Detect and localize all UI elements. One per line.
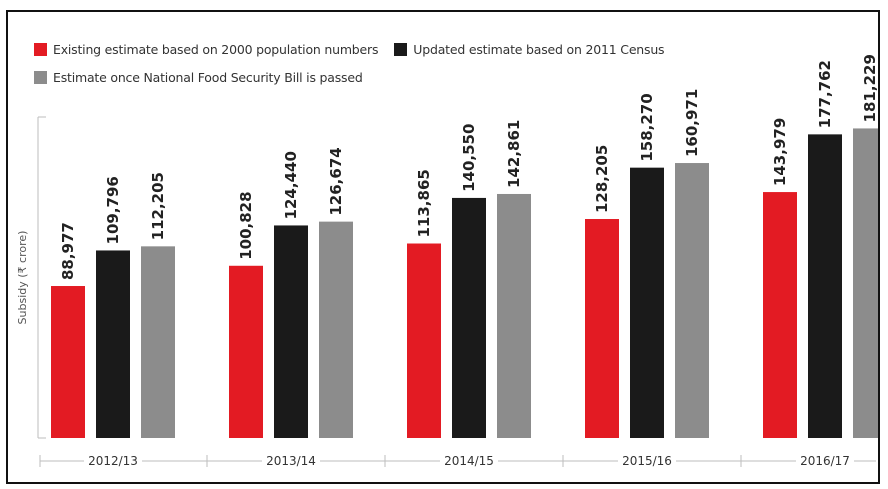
- data-label-2013-14-series-1: 100,828: [237, 191, 255, 259]
- bar-2014-15-series-3: [497, 193, 531, 438]
- data-label-2012-13-series-2: 109,796: [104, 176, 122, 244]
- bar-2016-17-series-3: [853, 128, 878, 438]
- data-label-2012-13-series-3: 112,205: [149, 172, 167, 240]
- x-tick-label-2015-16: 2015/16: [622, 454, 672, 468]
- chart-frame: Existing estimate based on 2000 populati…: [6, 10, 880, 484]
- bar-2013-14-series-3: [319, 221, 353, 438]
- bar-2015-16-series-1: [585, 219, 619, 438]
- legend-label-updated: Updated estimate based on 2011 Census: [413, 41, 665, 57]
- bar-2016-17-series-1: [763, 192, 797, 438]
- legend-swatch-updated: [394, 42, 408, 56]
- legend-swatch-existing: [34, 42, 47, 56]
- data-label-2013-14-series-3: 126,674: [327, 147, 345, 215]
- legend-label-existing: Existing estimate based on 2000 populati…: [53, 41, 379, 57]
- data-label-2015-16-series-1: 128,205: [593, 145, 611, 213]
- legend-row-2: Estimate once National Food Security Bil…: [34, 68, 680, 86]
- legend-label-nfsb: Estimate once National Food Security Bil…: [53, 69, 363, 85]
- x-tick-label-2012-13: 2012/13: [88, 454, 138, 468]
- data-label-2013-14-series-2: 124,440: [282, 151, 300, 219]
- data-label-2015-16-series-3: 160,971: [683, 89, 701, 157]
- legend: Existing estimate based on 2000 populati…: [34, 40, 680, 96]
- legend-item-updated: Updated estimate based on 2011 Census: [394, 41, 665, 57]
- x-tick-bg-2016-17: [796, 452, 854, 470]
- x-tick-label-2013-14: 2013/14: [266, 454, 316, 468]
- data-label-2016-17-series-2: 177,762: [816, 60, 834, 128]
- x-tick-label-2016-17: 2016/17: [800, 454, 850, 468]
- bar-2012-13-series-2: [96, 250, 130, 438]
- bar-2012-13-series-3: [141, 246, 175, 438]
- x-tick-bg-2012-13: [84, 452, 142, 470]
- bar-2012-13-series-1: [51, 286, 85, 438]
- data-label-2014-15-series-1: 113,865: [415, 169, 433, 237]
- x-tick-bg-2014-15: [440, 452, 498, 470]
- y-axis-label: Subsidy (₹ crore): [16, 231, 29, 325]
- bar-2013-14-series-2: [274, 225, 308, 438]
- data-label-2015-16-series-2: 158,270: [638, 93, 656, 161]
- bar-2015-16-series-2: [630, 167, 664, 439]
- x-tick-label-2014-15: 2014/15: [444, 454, 494, 468]
- bar-2015-16-series-3: [675, 163, 709, 438]
- x-tick-bg-2015-16: [618, 452, 676, 470]
- legend-swatch-nfsb: [34, 70, 47, 84]
- legend-item-existing: Existing estimate based on 2000 populati…: [34, 42, 378, 57]
- x-tick-bg-2013-14: [262, 452, 320, 470]
- legend-row-1: Existing estimate based on 2000 populati…: [34, 40, 680, 58]
- data-label-2014-15-series-2: 140,550: [460, 124, 478, 192]
- bar-2013-14-series-1: [229, 265, 263, 438]
- bar-chart: Subsidy (₹ crore) 88,977 109,796 112,205 100…: [16, 54, 878, 470]
- bar-2014-15-series-2: [452, 197, 486, 438]
- data-label-2016-17-series-1: 143,979: [771, 118, 789, 186]
- bar-2016-17-series-2: [808, 134, 842, 438]
- data-label-2014-15-series-3: 142,861: [505, 120, 523, 188]
- bar-2014-15-series-1: [407, 243, 441, 438]
- data-label-2012-13-series-1: 88,977: [59, 222, 77, 280]
- legend-item-nfsb: Estimate once National Food Security Bil…: [34, 70, 363, 85]
- data-label-2016-17-series-3: 181,229: [861, 54, 878, 122]
